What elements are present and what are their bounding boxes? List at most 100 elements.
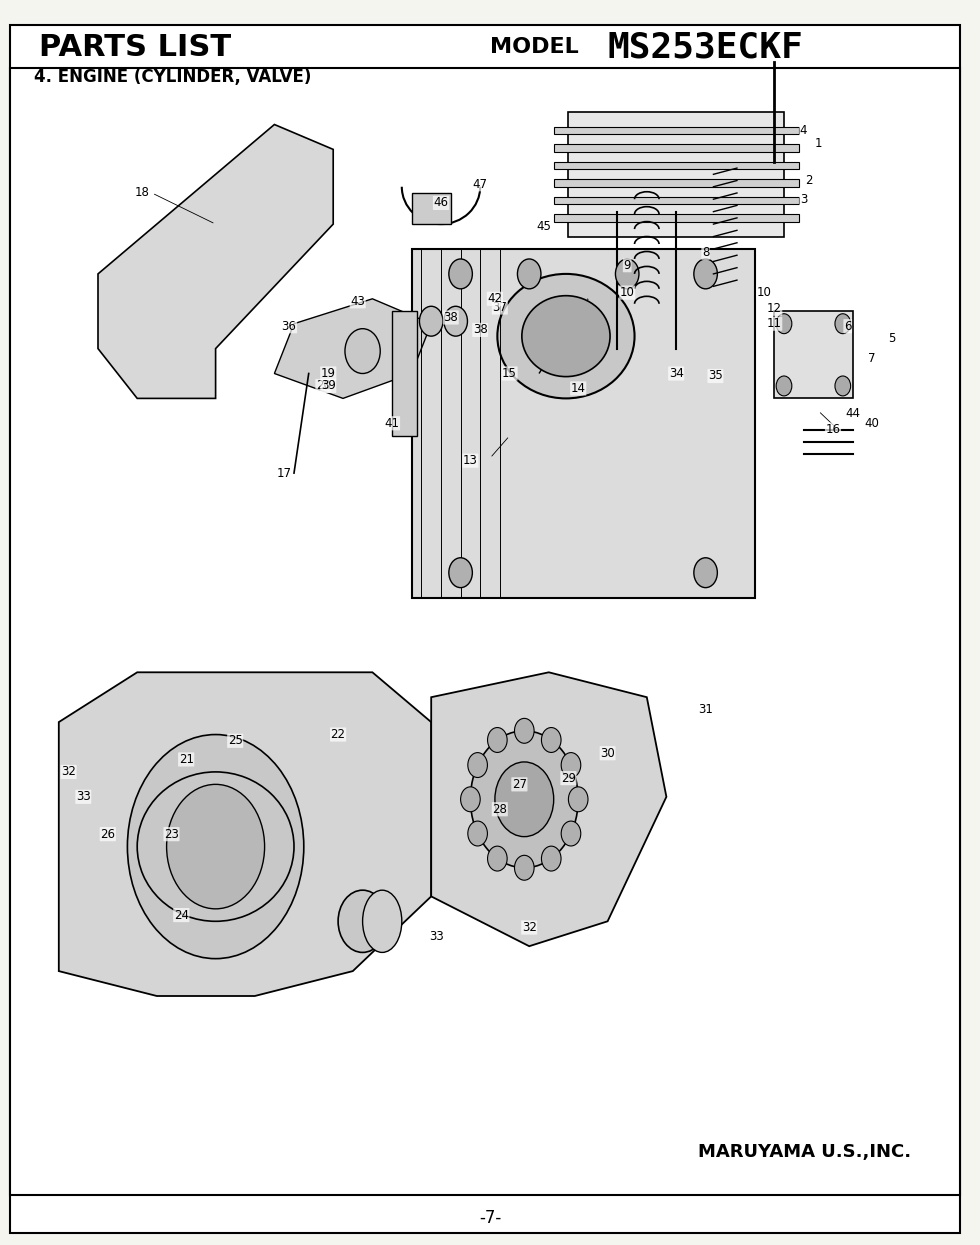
Circle shape [568, 787, 588, 812]
Text: 2: 2 [805, 174, 812, 187]
Text: 11: 11 [766, 317, 782, 330]
Text: 37: 37 [492, 301, 508, 314]
Circle shape [449, 558, 472, 588]
Polygon shape [59, 672, 431, 996]
Text: 18: 18 [134, 187, 150, 199]
Circle shape [488, 727, 508, 752]
Text: 21: 21 [178, 753, 194, 766]
Circle shape [776, 376, 792, 396]
Text: 9: 9 [623, 259, 631, 271]
Text: 40: 40 [864, 417, 880, 430]
Text: 28: 28 [492, 803, 508, 815]
Ellipse shape [363, 890, 402, 952]
Circle shape [514, 718, 534, 743]
Circle shape [835, 314, 851, 334]
Circle shape [542, 727, 562, 752]
Text: 43: 43 [350, 295, 366, 308]
Circle shape [419, 306, 443, 336]
Bar [392, 311, 416, 436]
Ellipse shape [521, 295, 610, 376]
Circle shape [562, 822, 581, 847]
Bar [554, 214, 799, 222]
Circle shape [562, 752, 581, 777]
Bar [554, 162, 799, 169]
Text: 8: 8 [702, 247, 710, 259]
Bar [554, 127, 799, 134]
Text: 34: 34 [668, 367, 684, 380]
Bar [412, 193, 451, 224]
Text: 25: 25 [227, 735, 243, 747]
Bar [554, 197, 799, 204]
Text: 32: 32 [61, 766, 76, 778]
Circle shape [167, 784, 265, 909]
Text: 44: 44 [845, 407, 860, 420]
Text: MARUYAMA U.S.,INC.: MARUYAMA U.S.,INC. [699, 1143, 911, 1160]
Bar [412, 249, 755, 598]
Text: 13: 13 [463, 454, 478, 467]
Polygon shape [431, 672, 666, 946]
Text: 26: 26 [100, 828, 116, 840]
Text: 10: 10 [757, 286, 772, 299]
Text: 35: 35 [708, 370, 723, 382]
Circle shape [542, 847, 562, 871]
Text: 19: 19 [320, 367, 336, 380]
Text: 22: 22 [330, 728, 346, 741]
Text: 38: 38 [443, 311, 459, 324]
Circle shape [467, 822, 487, 847]
Bar [774, 311, 853, 398]
Text: 42: 42 [487, 293, 503, 305]
Circle shape [470, 731, 578, 868]
Text: 3: 3 [800, 193, 808, 205]
Text: 39: 39 [320, 380, 336, 392]
Text: 46: 46 [433, 197, 449, 209]
Circle shape [488, 847, 508, 871]
Text: MODEL: MODEL [490, 37, 579, 57]
Text: 47: 47 [472, 178, 488, 190]
Text: 4. ENGINE (CYLINDER, VALVE): 4. ENGINE (CYLINDER, VALVE) [34, 68, 312, 86]
Text: -7-: -7- [479, 1209, 501, 1226]
Text: 33: 33 [428, 930, 444, 942]
Text: 17: 17 [276, 467, 292, 479]
Text: 1: 1 [814, 137, 822, 149]
Text: 23: 23 [164, 828, 179, 840]
Text: 15: 15 [502, 367, 517, 380]
Text: 24: 24 [173, 909, 189, 921]
Circle shape [444, 306, 467, 336]
Text: 4: 4 [800, 124, 808, 137]
Polygon shape [98, 124, 333, 398]
Text: 31: 31 [698, 703, 713, 716]
Text: 20: 20 [316, 380, 331, 392]
Text: 6: 6 [844, 320, 852, 332]
Text: 5: 5 [888, 332, 896, 345]
Circle shape [467, 752, 487, 777]
Text: MS253ECKF: MS253ECKF [608, 30, 804, 65]
Text: 7: 7 [868, 352, 876, 365]
Text: 45: 45 [536, 220, 552, 233]
Circle shape [449, 259, 472, 289]
Circle shape [517, 259, 541, 289]
Text: PARTS LIST: PARTS LIST [39, 32, 231, 62]
Text: 27: 27 [512, 778, 527, 791]
Text: 14: 14 [570, 382, 586, 395]
Circle shape [694, 558, 717, 588]
Circle shape [776, 314, 792, 334]
Circle shape [514, 855, 534, 880]
Polygon shape [274, 299, 431, 398]
Text: 38: 38 [472, 324, 488, 336]
Circle shape [338, 890, 387, 952]
Circle shape [615, 259, 639, 289]
Text: 16: 16 [825, 423, 841, 436]
Text: 41: 41 [384, 417, 400, 430]
Text: 32: 32 [521, 921, 537, 934]
Text: 29: 29 [561, 772, 576, 784]
Circle shape [694, 259, 717, 289]
Text: 30: 30 [600, 747, 615, 759]
Bar [568, 112, 784, 237]
Circle shape [461, 787, 480, 812]
Circle shape [835, 376, 851, 396]
Bar [554, 179, 799, 187]
Text: 12: 12 [766, 303, 782, 315]
Text: 33: 33 [75, 791, 91, 803]
Bar [554, 144, 799, 152]
Circle shape [495, 762, 554, 837]
